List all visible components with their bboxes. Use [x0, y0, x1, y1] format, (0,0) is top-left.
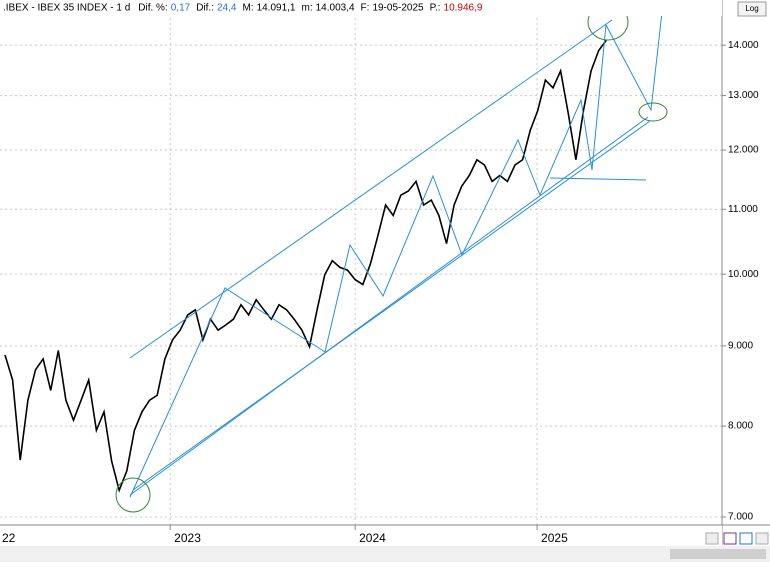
tool-button[interactable] — [723, 532, 737, 545]
log-button[interactable] — [737, 1, 767, 17]
header-label: Dif. %: — [138, 3, 167, 14]
header-label: m: — [302, 3, 313, 14]
y-tick-label: 12.000 — [728, 145, 759, 156]
x-tick-label: 22 — [2, 531, 16, 545]
tool-button[interactable] — [739, 532, 753, 545]
header-label: M: — [242, 3, 253, 14]
header-label: Dif.: — [196, 3, 214, 14]
header-value: 24,4 — [217, 3, 237, 14]
header-value: 10.946,9 — [444, 3, 483, 14]
y-tick-label: 14.000 — [728, 40, 759, 51]
y-tick-label: 9.000 — [728, 341, 753, 352]
log-button-label[interactable]: Log — [745, 4, 758, 13]
circle-target — [638, 102, 668, 122]
y-tick-label: 8.000 — [728, 421, 753, 432]
tool-button[interactable] — [755, 532, 769, 545]
y-tick-label: 11.000 — [728, 204, 758, 215]
header: .IBEX - IBEX 35 INDEX - 1 d Dif. %: 0,17 D… — [3, 3, 483, 14]
header-label: P.: — [430, 3, 441, 14]
price-line — [4, 39, 607, 493]
scrollbar[interactable] — [0, 546, 770, 562]
x-tick-label: 2025 — [541, 531, 568, 545]
y-tick-label: 7.000 — [728, 512, 753, 523]
x-tick-label: 2024 — [359, 531, 386, 545]
circle-low — [115, 477, 151, 513]
y-axis-panel — [722, 0, 770, 545]
support-line — [549, 177, 647, 181]
header-symbol: .IBEX - IBEX 35 INDEX - 1 d — [3, 3, 130, 14]
y-tick-label: 13.000 — [728, 90, 759, 101]
wave-line — [129, 11, 663, 498]
header-value: 0,17 — [171, 3, 191, 14]
x-axis-panel — [0, 525, 722, 545]
header-value: 19-05-2025 — [372, 3, 424, 14]
axes: 7.000 8.000 9.000 10.000 11.000 12.000 13.000 1… — [2, 40, 759, 545]
channel-upper — [129, 19, 613, 359]
header-value: 14.091,1 — [257, 3, 296, 14]
header-value: 14.003,4 — [316, 3, 355, 14]
x-tick-label: 2023 — [174, 531, 201, 545]
channel-lower-2 — [132, 120, 651, 491]
header-bar — [0, 0, 722, 16]
channel-lower — [129, 116, 649, 496]
y-tick-label: 10.000 — [728, 269, 759, 280]
header-label: F: — [361, 3, 370, 14]
tool-button[interactable] — [705, 532, 719, 545]
scrollbar-thumb[interactable] — [670, 549, 766, 559]
drawings — [129, 11, 663, 498]
plot-area — [0, 8, 722, 525]
